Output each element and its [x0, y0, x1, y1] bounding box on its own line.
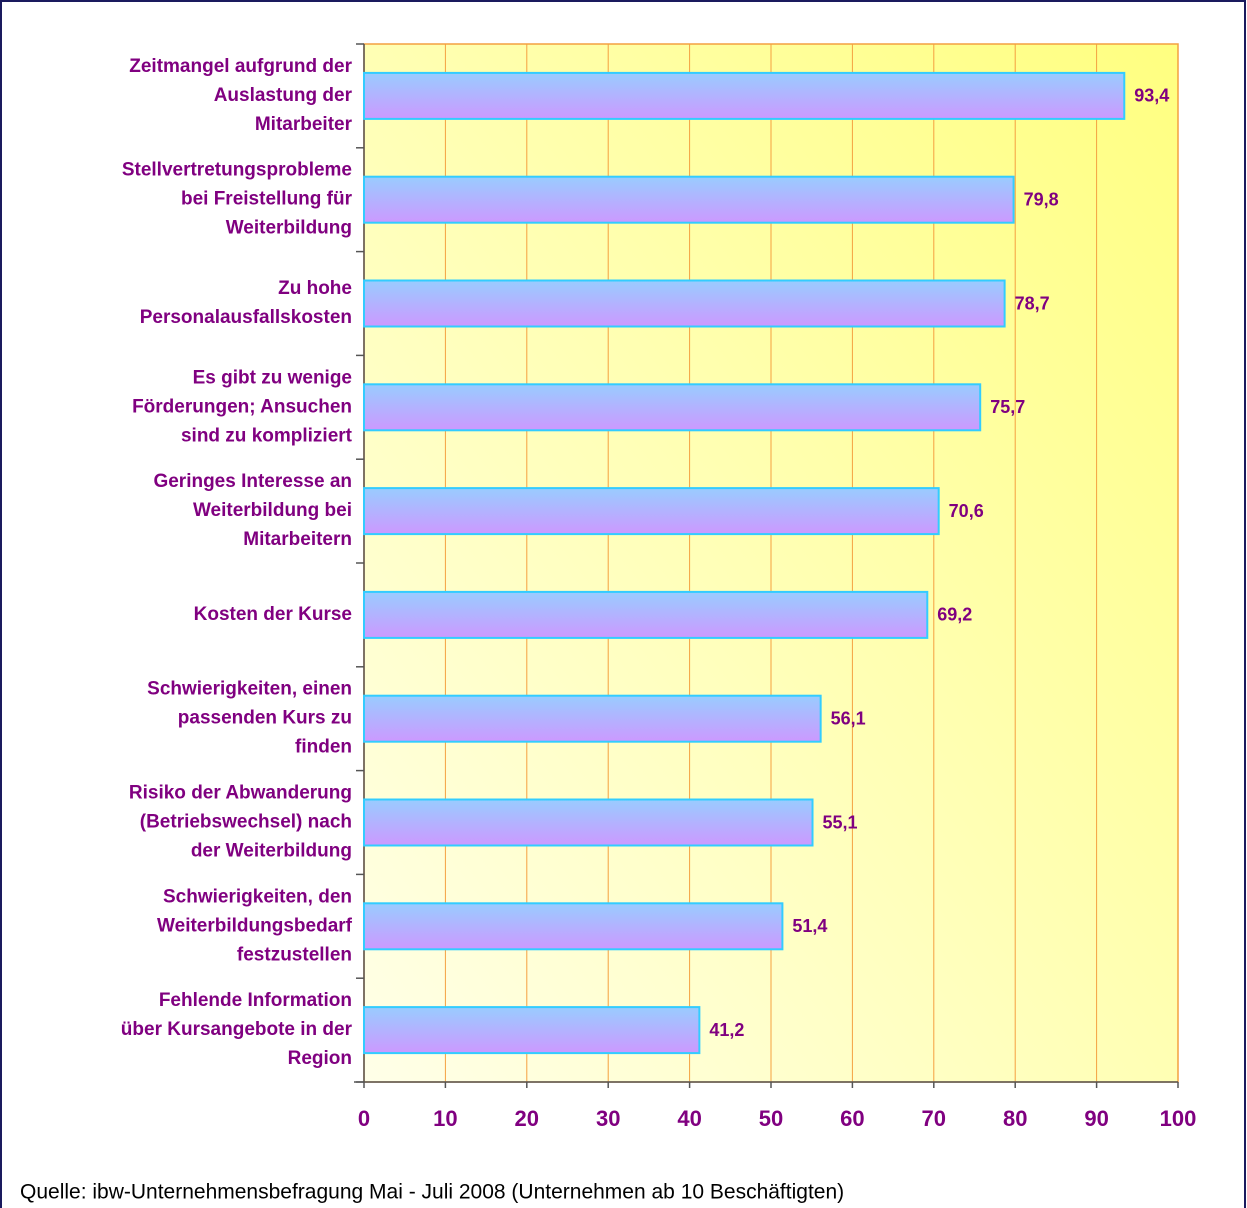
bar — [363, 383, 982, 432]
x-tick-label: 60 — [840, 1106, 864, 1131]
bar — [363, 590, 929, 639]
bar — [363, 175, 1015, 224]
value-label: 41,2 — [709, 1020, 744, 1040]
x-tick-label: 10 — [433, 1106, 457, 1131]
bar — [363, 71, 1126, 120]
value-label: 51,4 — [792, 916, 827, 936]
value-label: 78,7 — [1015, 293, 1050, 313]
value-label: 75,7 — [990, 397, 1025, 417]
x-tick-label: 30 — [596, 1106, 620, 1131]
value-label: 69,2 — [937, 605, 972, 625]
y-tick-label: Kosten der Kurse — [194, 604, 352, 625]
value-label: 93,4 — [1134, 86, 1169, 106]
x-tick-label: 100 — [1160, 1106, 1197, 1131]
y-tick-label: Es gibt zu wenige Förderungen; Ansuchen si… — [132, 367, 353, 446]
bar — [363, 902, 784, 951]
x-tick-label: 40 — [677, 1106, 701, 1131]
value-label: 70,6 — [949, 501, 984, 521]
y-tick-label: Zeitmangel aufgrund der Auslastung der Mit… — [129, 56, 352, 135]
source-note: Quelle: ibw-Unternehmensbefragung Mai - … — [20, 1181, 844, 1204]
x-tick-label: 90 — [1084, 1106, 1108, 1131]
bar — [363, 798, 814, 847]
y-tick-label: Geringes Interesse an Weiterbildung bei Mi… — [153, 471, 352, 550]
x-tick-label: 0 — [358, 1106, 370, 1131]
bar — [363, 694, 822, 743]
bar — [363, 1006, 701, 1055]
value-label: 79,8 — [1024, 189, 1059, 209]
x-tick-label: 70 — [922, 1106, 946, 1131]
x-tick-label: 50 — [759, 1106, 783, 1131]
y-tick-label: Schwierigkeiten, den Weiterbildungsbedarf… — [157, 886, 353, 965]
value-label: 55,1 — [823, 812, 858, 832]
y-tick-label: Zu hohe Personalausfallskosten — [140, 278, 352, 328]
y-tick-label: Fehlende Information über Kursangebote in… — [121, 990, 353, 1069]
y-tick-label: Risiko der Abwanderung (Betriebswechsel) … — [129, 783, 352, 862]
value-label: 56,1 — [831, 708, 866, 728]
x-tick-label: 80 — [1003, 1106, 1027, 1131]
bar — [363, 279, 1006, 328]
y-tick-label: Schwierigkeiten, einen passenden Kurs zu f… — [147, 679, 352, 758]
bar — [363, 487, 940, 536]
y-tick-label: Stellvertretungsprobleme bei Freistellung… — [122, 160, 353, 239]
x-tick-label: 20 — [515, 1106, 539, 1131]
